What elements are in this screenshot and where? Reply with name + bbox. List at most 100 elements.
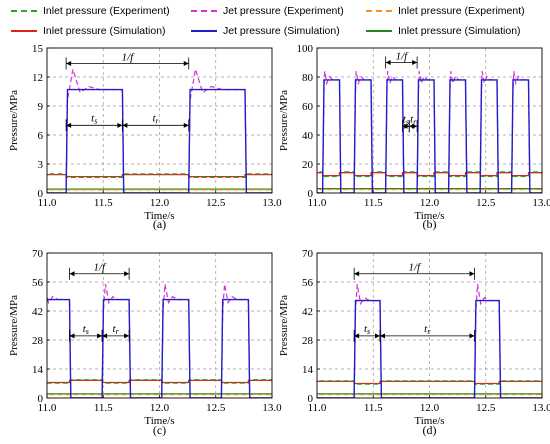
series-jet-sim <box>47 88 272 193</box>
tr-label-main: t <box>424 323 428 335</box>
y-tick-label: 70 <box>32 248 44 260</box>
ts-label-main: t <box>83 323 87 335</box>
ts-label: ts <box>83 323 89 336</box>
tr-label-sub: r <box>116 327 120 336</box>
x-tick-label: 12.0 <box>420 197 440 209</box>
y-tick-label: 70 <box>302 248 314 260</box>
panel-label: (d) <box>423 423 437 437</box>
y-tick-label: 100 <box>297 43 314 55</box>
plot-frame <box>46 47 273 194</box>
tr-arrow-head-right <box>469 333 475 339</box>
legend-item-inlet-exp-1: Inlet pressure (Experiment) <box>10 2 170 20</box>
x-tick-label: 12.0 <box>420 402 440 414</box>
ts-arrow-head-right <box>404 123 410 129</box>
chart-panel-2: 11.0 11.5 12.0 12.5 13.0 0 20 40 60 80 100 Time/s Pr… <box>278 43 550 231</box>
x-tick-label: 12.5 <box>476 402 496 414</box>
x-tick-label: 11.5 <box>94 197 113 209</box>
tr-label: tr <box>424 323 431 336</box>
series-jet-sim <box>317 299 542 398</box>
period-arrow-head-right <box>124 271 130 277</box>
tr-arrow-head-left <box>122 122 128 128</box>
chart-panel-1: 11.0 11.5 12.0 12.5 13.0 0 3 6 9 12 15 Time/s Pressu… <box>8 43 282 231</box>
tr-label: tr <box>410 113 417 126</box>
y-tick-label: 60 <box>302 101 314 113</box>
y-tick-label: 28 <box>32 335 44 347</box>
y-tick-label: 80 <box>302 72 314 84</box>
ts-label-main: t <box>91 112 95 124</box>
x-tick-label: 11.5 <box>364 197 383 209</box>
x-tick-label: 11.0 <box>38 197 57 209</box>
legend-swatch-inlet-exp-1 <box>11 10 37 12</box>
series-inlet-sim-1 <box>317 172 542 177</box>
ts-label-sub: s <box>367 327 370 336</box>
panel-label: (b) <box>423 217 437 231</box>
plot-series <box>317 71 542 193</box>
legend-item-jet-exp: Jet pressure (Experiment) <box>190 2 344 20</box>
tr-label-main: t <box>113 323 117 335</box>
x-axis-label: Time/s <box>144 210 174 222</box>
plot-series <box>317 283 542 398</box>
ts-arrow-head-right <box>117 122 123 128</box>
legend-label-inlet-sim-1: Inlet pressure (Simulation) <box>43 25 166 37</box>
ts-arrow-head-left <box>69 333 75 339</box>
y-tick-label: 0 <box>38 188 44 200</box>
y-tick-label: 56 <box>32 277 44 289</box>
ts-arrow-head-left <box>354 333 360 339</box>
y-tick-label: 12 <box>32 72 43 84</box>
y-tick-label: 42 <box>32 306 43 318</box>
x-axis-label: Time/s <box>414 210 444 222</box>
x-tick-label: 12.5 <box>206 402 226 414</box>
series-jet-sim <box>317 79 542 193</box>
x-tick-label: 13.0 <box>532 197 550 209</box>
period-label: 1/f <box>122 51 136 63</box>
y-tick-label: 6 <box>38 130 44 142</box>
legend-label-jet-sim: Jet pressure (Simulation) <box>223 25 340 37</box>
y-tick-label: 14 <box>302 364 314 376</box>
series-inlet-sim-1 <box>317 380 542 385</box>
y-tick-label: 9 <box>38 101 44 113</box>
tr-arrow-head-right <box>183 122 189 128</box>
x-tick-label: 12.0 <box>150 197 170 209</box>
legend-swatch-inlet-sim-1 <box>11 30 37 32</box>
y-tick-label: 15 <box>32 43 44 55</box>
ts-arrow-head-right <box>97 333 103 339</box>
x-tick-label: 12.5 <box>206 197 226 209</box>
y-axis-label: Pressure/MPa <box>8 295 20 356</box>
series-jet-sim <box>47 298 272 398</box>
legend-swatch-inlet-exp-2 <box>366 10 392 12</box>
tr-label: tr <box>152 112 159 125</box>
legend-label-inlet-sim-2: Inlet pressure (Simulation) <box>398 25 521 37</box>
legend-swatch-inlet-sim-2 <box>366 30 392 32</box>
x-tick-label: 13.0 <box>262 197 282 209</box>
tr-label-sub: r <box>413 117 417 126</box>
period-label: 1/f <box>409 262 423 274</box>
period-arrow-head-right <box>412 60 418 65</box>
y-axis-label: Pressure/MPa <box>278 90 290 151</box>
y-tick-label: 14 <box>32 364 44 376</box>
plot-frame <box>316 252 543 399</box>
period-label: 1/f <box>396 51 410 63</box>
x-tick-label: 11.0 <box>38 402 57 414</box>
tr-arrow-head-right <box>124 333 130 339</box>
x-tick-label: 12.5 <box>476 197 496 209</box>
period-label: 1/f <box>94 262 108 274</box>
period-arrow-head-left <box>385 60 391 65</box>
chart-panel-3: 11.0 11.5 12.0 12.5 13.0 0 14 28 42 56 70 Time/s Pre… <box>8 248 282 437</box>
y-tick-label: 0 <box>38 393 44 405</box>
y-tick-label: 42 <box>302 306 313 318</box>
legend-item-inlet-exp-2: Inlet pressure (Experiment) <box>365 2 525 20</box>
ts-arrow-head-left <box>66 122 72 128</box>
panel-label: (a) <box>153 217 166 231</box>
tr-arrow-head-left <box>380 333 385 339</box>
period-arrow-head-right <box>469 271 475 277</box>
x-tick-label: 13.0 <box>532 402 550 414</box>
x-tick-label: 11.5 <box>94 402 113 414</box>
x-tick-label: 11.0 <box>308 402 327 414</box>
period-arrow-head-left <box>354 271 360 277</box>
x-tick-label: 11.5 <box>364 402 383 414</box>
y-axis-label: Pressure/MPa <box>8 90 20 151</box>
tr-arrow-head-left <box>102 333 108 339</box>
panel-label: (c) <box>153 423 166 437</box>
x-tick-label: 13.0 <box>262 402 282 414</box>
